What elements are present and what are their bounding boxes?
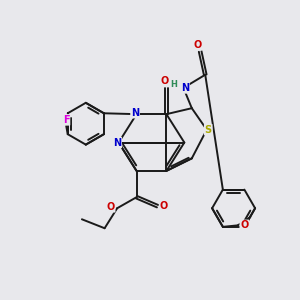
Text: O: O [240, 220, 248, 230]
Text: O: O [160, 201, 168, 211]
Text: O: O [193, 40, 201, 50]
Text: N: N [181, 83, 189, 93]
Text: S: S [205, 125, 212, 135]
Text: O: O [106, 202, 115, 212]
Text: O: O [161, 76, 169, 86]
Text: N: N [113, 137, 121, 148]
Text: F: F [63, 115, 70, 125]
Text: H: H [170, 80, 177, 89]
Text: N: N [131, 108, 139, 118]
